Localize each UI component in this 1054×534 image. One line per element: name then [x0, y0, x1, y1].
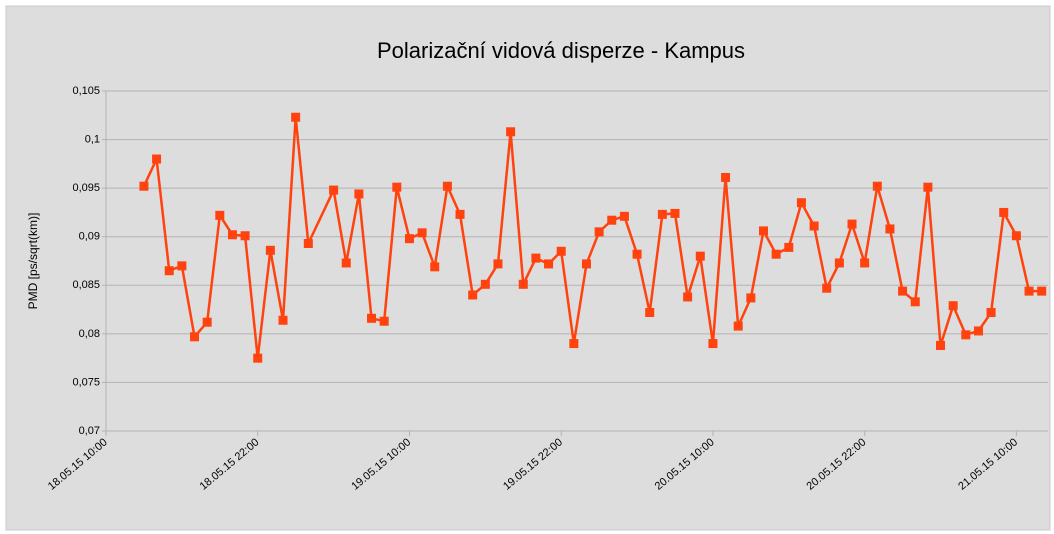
data-point	[986, 307, 996, 317]
y-tick-label: 0,075	[72, 376, 100, 388]
data-point	[404, 234, 414, 244]
data-point	[569, 339, 579, 349]
data-point	[860, 258, 870, 268]
data-point	[139, 181, 149, 191]
data-point	[506, 127, 516, 137]
data-point	[303, 239, 313, 249]
data-point	[708, 339, 718, 349]
data-point	[265, 245, 275, 255]
data-point	[417, 228, 427, 238]
y-tick-label: 0,08	[79, 328, 100, 340]
data-point	[253, 353, 263, 363]
data-point	[759, 226, 769, 236]
data-point	[190, 332, 200, 342]
data-point	[202, 317, 212, 327]
y-tick-label: 0,1	[85, 133, 100, 145]
data-point	[923, 182, 933, 192]
data-point	[961, 330, 971, 340]
data-point	[746, 293, 756, 303]
data-point	[556, 246, 566, 256]
data-point	[227, 230, 237, 240]
data-point	[1024, 286, 1034, 296]
data-point	[518, 279, 528, 289]
data-point	[152, 154, 162, 164]
data-point	[480, 279, 490, 289]
data-point	[683, 292, 693, 302]
data-point	[670, 208, 680, 218]
y-tick-label: 0,09	[79, 231, 100, 243]
data-point	[341, 258, 351, 268]
data-point	[898, 286, 908, 296]
data-point	[442, 181, 452, 191]
data-point	[721, 172, 731, 182]
y-axis-label: PMD [ps/sqrt(km)]	[26, 213, 40, 310]
data-point	[809, 221, 819, 231]
data-point	[1037, 286, 1047, 296]
chart-background	[5, 5, 1051, 531]
data-point	[164, 266, 174, 276]
data-point	[645, 307, 655, 317]
y-tick-label: 0,095	[72, 182, 100, 194]
data-point	[367, 313, 377, 323]
data-point	[581, 259, 591, 269]
data-point	[354, 189, 364, 199]
data-point	[177, 261, 187, 271]
data-point	[936, 341, 946, 351]
data-point	[531, 253, 541, 263]
data-point	[392, 182, 402, 192]
data-point	[468, 290, 478, 300]
data-point	[948, 301, 958, 311]
data-point	[847, 219, 857, 229]
data-point	[430, 262, 440, 272]
data-point	[240, 231, 250, 241]
y-tick-label: 0,085	[72, 279, 100, 291]
data-point	[796, 198, 806, 208]
data-point	[999, 207, 1009, 217]
data-point	[278, 315, 288, 325]
data-point	[822, 283, 832, 293]
data-point	[657, 209, 667, 219]
data-point	[771, 249, 781, 259]
data-point	[455, 209, 465, 219]
chart-title: Polarizační vidová disperze - Kampus	[377, 38, 745, 63]
data-point	[544, 259, 554, 269]
data-point	[632, 249, 642, 259]
data-point	[493, 259, 503, 269]
data-point	[329, 185, 339, 195]
data-point	[619, 211, 629, 221]
data-point	[695, 251, 705, 261]
data-point	[872, 181, 882, 191]
data-point	[834, 258, 844, 268]
data-point	[885, 224, 895, 234]
data-point	[291, 112, 301, 122]
data-point	[910, 297, 920, 307]
data-point	[784, 242, 794, 252]
data-point	[607, 215, 617, 225]
data-point	[973, 326, 983, 336]
y-tick-label: 0,105	[72, 85, 100, 97]
data-point	[733, 321, 743, 331]
data-point	[1011, 231, 1021, 241]
y-tick-label: 0,07	[79, 425, 100, 437]
data-point	[215, 210, 225, 220]
data-point	[379, 316, 389, 326]
data-point	[594, 227, 604, 237]
